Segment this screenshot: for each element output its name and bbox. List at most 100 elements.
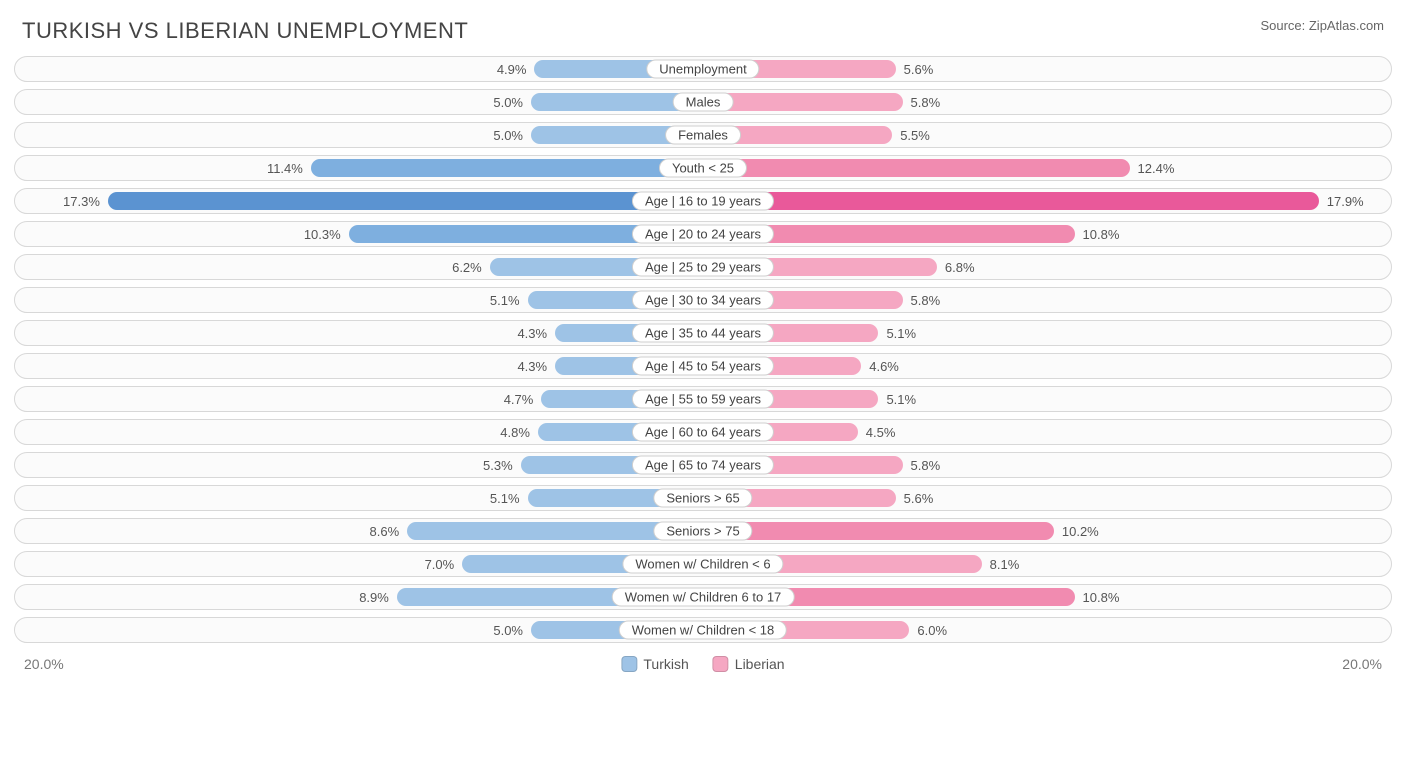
left-value: 5.0% (485, 128, 531, 143)
right-half: 6.8% (703, 255, 1391, 279)
right-value: 10.8% (1075, 227, 1128, 242)
right-half: 5.6% (703, 486, 1391, 510)
legend-item-turkish: Turkish (621, 656, 688, 672)
right-value: 5.6% (896, 491, 942, 506)
right-half: 5.8% (703, 288, 1391, 312)
right-value: 5.1% (878, 326, 924, 341)
right-value: 5.8% (903, 95, 949, 110)
left-half: 4.8% (15, 420, 703, 444)
right-half: 10.8% (703, 585, 1391, 609)
left-half: 6.2% (15, 255, 703, 279)
chart-row: 5.3%5.8%Age | 65 to 74 years (14, 452, 1392, 478)
left-value: 8.9% (351, 590, 397, 605)
chart-row: 4.3%5.1%Age | 35 to 44 years (14, 320, 1392, 346)
right-value: 10.8% (1075, 590, 1128, 605)
category-label: Age | 30 to 34 years (632, 291, 774, 310)
left-value: 5.3% (475, 458, 521, 473)
chart-row: 5.1% 5.8% Age | 30 to 34 years (14, 287, 1392, 313)
category-label: Age | 45 to 54 years (632, 357, 774, 376)
chart-row: 8.6%10.2%Seniors > 75 (14, 518, 1392, 544)
right-half: 6.0% (703, 618, 1391, 642)
right-half: 10.8% (703, 222, 1391, 246)
right-value: 12.4% (1130, 161, 1183, 176)
chart-row: 7.0% 8.1% Women w/ Children < 6 (14, 551, 1392, 577)
left-value: 4.9% (489, 62, 535, 77)
left-half: 4.9% (15, 57, 703, 81)
left-half: 8.9% (15, 585, 703, 609)
right-half: 12.4% (703, 156, 1391, 180)
right-value: 5.8% (903, 458, 949, 473)
legend-label-turkish: Turkish (643, 656, 688, 672)
left-value: 4.3% (509, 326, 555, 341)
left-bar (311, 159, 703, 177)
left-value: 5.0% (485, 95, 531, 110)
right-half: 5.1% (703, 387, 1391, 411)
category-label: Age | 16 to 19 years (632, 192, 774, 211)
right-half: 5.1% (703, 321, 1391, 345)
chart-row: 4.8% 4.5% Age | 60 to 64 years (14, 419, 1392, 445)
left-half: 5.3% (15, 453, 703, 477)
left-value: 17.3% (55, 194, 108, 209)
right-value: 5.8% (903, 293, 949, 308)
category-label: Unemployment (646, 60, 759, 79)
right-value: 4.6% (861, 359, 907, 374)
category-label: Age | 60 to 64 years (632, 423, 774, 442)
left-bar (108, 192, 703, 210)
left-half: 4.7% (15, 387, 703, 411)
category-label: Women w/ Children < 6 (622, 555, 783, 574)
category-label: Women w/ Children 6 to 17 (612, 588, 795, 607)
right-bar (703, 159, 1130, 177)
left-half: 8.6% (15, 519, 703, 543)
left-value: 5.1% (482, 491, 528, 506)
chart-footer: 20.0% Turkish Liberian 20.0% (0, 650, 1406, 672)
left-value: 4.7% (496, 392, 542, 407)
left-half: 11.4% (15, 156, 703, 180)
chart-header: TURKISH VS LIBERIAN UNEMPLOYMENT Source:… (0, 0, 1406, 56)
right-half: 8.1% (703, 552, 1391, 576)
legend-item-liberian: Liberian (713, 656, 785, 672)
left-value: 11.4% (259, 161, 311, 176)
right-half: 4.6% (703, 354, 1391, 378)
legend-label-liberian: Liberian (735, 656, 785, 672)
right-value: 5.6% (896, 62, 942, 77)
left-half: 5.1% (15, 288, 703, 312)
left-value: 7.0% (417, 557, 463, 572)
right-value: 5.1% (878, 392, 924, 407)
left-half: 7.0% (15, 552, 703, 576)
left-half: 5.1% (15, 486, 703, 510)
category-label: Females (665, 126, 741, 145)
axis-left-max: 20.0% (24, 656, 64, 672)
axis-right-max: 20.0% (1342, 656, 1382, 672)
right-value: 6.0% (909, 623, 955, 638)
right-value: 5.5% (892, 128, 938, 143)
right-half: 5.8% (703, 90, 1391, 114)
right-value: 17.9% (1319, 194, 1372, 209)
left-half: 5.0% (15, 123, 703, 147)
right-value: 10.2% (1054, 524, 1107, 539)
chart-row: 4.9% 5.6% Unemployment (14, 56, 1392, 82)
left-half: 17.3% (15, 189, 703, 213)
chart-row: 17.3% 17.9% Age | 16 to 19 years (14, 188, 1392, 214)
chart-row: 5.0% 5.5% Females (14, 122, 1392, 148)
right-value: 4.5% (858, 425, 904, 440)
right-half: 5.8% (703, 453, 1391, 477)
right-half: 4.5% (703, 420, 1391, 444)
left-value: 5.1% (482, 293, 528, 308)
right-half: 5.5% (703, 123, 1391, 147)
right-value: 6.8% (937, 260, 983, 275)
category-label: Age | 25 to 29 years (632, 258, 774, 277)
category-label: Youth < 25 (659, 159, 747, 178)
right-bar (703, 522, 1054, 540)
left-half: 4.3% (15, 354, 703, 378)
chart-title: TURKISH VS LIBERIAN UNEMPLOYMENT (22, 18, 468, 44)
chart-row: 8.9% 10.8% Women w/ Children 6 to 17 (14, 584, 1392, 610)
category-label: Age | 55 to 59 years (632, 390, 774, 409)
category-label: Women w/ Children < 18 (619, 621, 787, 640)
chart-row: 5.0%5.8%Males (14, 89, 1392, 115)
left-half: 5.0% (15, 90, 703, 114)
right-bar (703, 192, 1319, 210)
right-value: 8.1% (982, 557, 1028, 572)
legend: Turkish Liberian (621, 656, 784, 672)
chart-row: 6.2% 6.8% Age | 25 to 29 years (14, 254, 1392, 280)
left-value: 6.2% (444, 260, 490, 275)
